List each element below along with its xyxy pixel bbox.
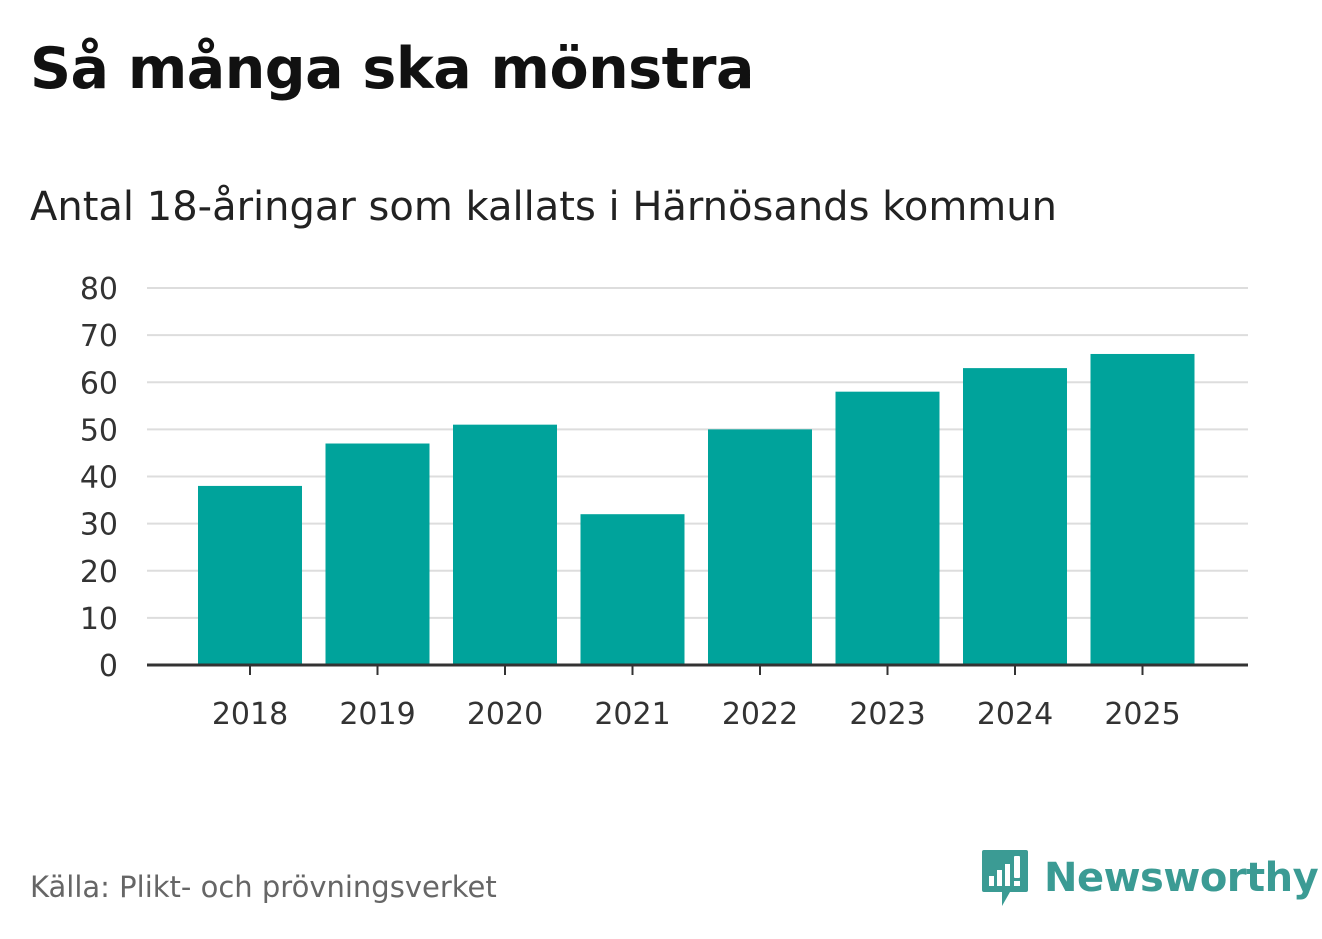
axes: 0 10 20 30 40 50 60 70 80 2018 2019 2020 2021 2022 202… bbox=[80, 272, 1248, 732]
y-tick-label: 40 bbox=[80, 461, 118, 496]
chart-title: Så många ska mönstra bbox=[30, 36, 754, 102]
bar-2021 bbox=[580, 514, 685, 665]
chart-subtitle: Antal 18-åringar som kallats i Härnösand… bbox=[30, 184, 1057, 230]
x-tick-label: 2024 bbox=[977, 697, 1053, 732]
bars bbox=[198, 353, 1195, 665]
y-tick-label: 80 bbox=[80, 272, 118, 307]
x-tick-label: 2021 bbox=[594, 697, 670, 732]
x-tick-label: 2023 bbox=[849, 697, 925, 732]
y-tick-label: 20 bbox=[80, 555, 118, 590]
x-tick-label: 2019 bbox=[339, 697, 415, 732]
x-tick-label: 2025 bbox=[1104, 697, 1180, 732]
x-tick-label: 2022 bbox=[722, 697, 798, 732]
y-tick-label: 10 bbox=[80, 602, 118, 637]
bar-2023 bbox=[835, 391, 940, 665]
bar-2025 bbox=[1090, 353, 1195, 665]
bar-2022 bbox=[708, 429, 812, 665]
y-tick-label: 60 bbox=[80, 366, 118, 401]
brand: Newsworthy bbox=[980, 848, 1319, 908]
source-note: Källa: Plikt- och prövningsverket bbox=[30, 870, 497, 904]
y-tick-label: 50 bbox=[80, 413, 118, 448]
y-tick-label: 70 bbox=[80, 319, 118, 354]
y-tick-label: 0 bbox=[99, 649, 118, 684]
newsworthy-logo-icon bbox=[982, 850, 1028, 906]
bar-2018 bbox=[198, 485, 302, 665]
bar-2019 bbox=[325, 443, 430, 665]
bar-2020 bbox=[453, 424, 557, 665]
x-tick-label: 2018 bbox=[212, 697, 288, 732]
gridlines bbox=[147, 287, 1248, 619]
brand-name: Newsworthy bbox=[1044, 855, 1319, 901]
x-tick-label: 2020 bbox=[467, 697, 543, 732]
y-tick-label: 30 bbox=[80, 508, 118, 543]
bar-2024 bbox=[963, 368, 1067, 665]
bar-chart: 0 10 20 30 40 50 60 70 80 2018 2019 2020 2021 2022 202… bbox=[80, 272, 1248, 732]
